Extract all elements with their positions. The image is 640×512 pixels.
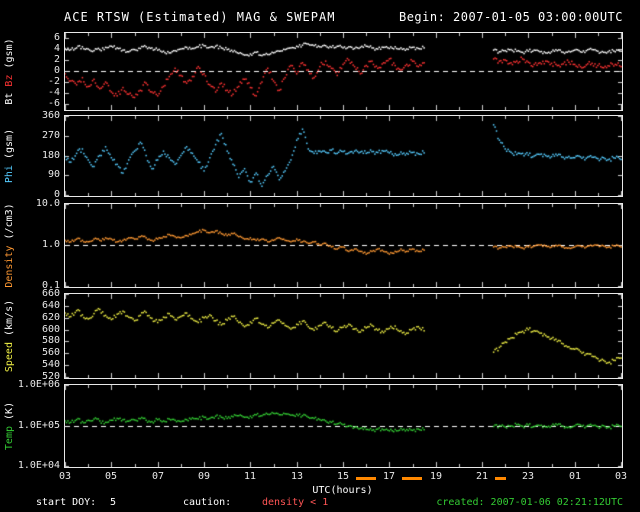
x-tick-label: 23 [515, 471, 541, 482]
y-axis-label-part: Speed [4, 342, 15, 373]
y-axis-label: Speed (km/s) [3, 293, 17, 379]
y-axis-label: Phi (gsm) [3, 115, 17, 197]
y-tick-label: 640 [41, 300, 60, 311]
caution-bar [487, 477, 507, 480]
panel-canvas-density [65, 204, 622, 287]
x-tick-label: 19 [423, 471, 449, 482]
x-tick-label: 01 [562, 471, 588, 482]
y-axis-label-part: (gsm) [4, 128, 15, 160]
y-axis-label-part: (gsm) [4, 38, 15, 69]
y-tick-label: 1.0 [41, 239, 60, 250]
panel-mag [64, 32, 623, 111]
y-tick-label: 1.0E+04 [17, 460, 60, 471]
x-tick-label: 05 [98, 471, 124, 482]
y-tick-label: -2 [47, 76, 60, 87]
y-tick-label: 90 [47, 169, 60, 180]
y-tick-label: 1.0E+06 [17, 379, 60, 390]
panel-canvas-mag [65, 33, 622, 110]
y-axis-label-part: Bt [4, 92, 15, 105]
y-tick-label: -4 [47, 87, 60, 98]
y-axis-label-text: Bt Bz (gsm) [3, 32, 16, 111]
x-tick-label: 03 [52, 471, 78, 482]
start-doy-label: start DOY: [36, 497, 97, 508]
y-axis-label-part: (km/s) [4, 299, 15, 336]
y-tick-label: 1.0E+05 [17, 420, 60, 431]
y-axis-label-part: Bz [4, 74, 15, 87]
y-axis-label-text: Phi (gsm) [3, 115, 16, 197]
x-tick-label: 09 [191, 471, 217, 482]
y-tick-label: 270 [41, 130, 60, 141]
y-tick-label: 2 [53, 54, 60, 65]
y-tick-label: 660 [41, 288, 60, 299]
y-axis-label-text: Density (/cm3) [3, 203, 16, 288]
y-axis-label-text: Temp (K) [3, 384, 16, 468]
created-timestamp: created: 2007-01-06 02:21:12UTC [436, 497, 623, 508]
y-axis-label: Density (/cm3) [3, 203, 17, 288]
y-tick-label: 620 [41, 312, 60, 323]
y-tick-label: 540 [41, 359, 60, 370]
x-tick-label: 13 [284, 471, 310, 482]
y-tick-label: 0 [53, 65, 60, 76]
y-tick-label: 0 [53, 189, 60, 200]
y-axis-label-part: (/cm3) [4, 203, 15, 240]
caution-value: density < 1 [262, 497, 329, 508]
y-tick-label: 180 [41, 150, 60, 161]
begin-timestamp: Begin: 2007-01-05 03:00:00UTC [398, 10, 623, 24]
panel-canvas-temp [65, 385, 622, 467]
panel-density [64, 203, 623, 288]
y-tick-label: 600 [41, 324, 60, 335]
y-axis-label-part: Density [4, 245, 15, 288]
panel-canvas-speed [65, 294, 622, 378]
y-tick-label: 0.1 [41, 280, 60, 291]
y-axis-label-part: Temp [4, 426, 15, 451]
y-tick-label: 560 [41, 347, 60, 358]
x-tick-label: 17 [376, 471, 402, 482]
panel-canvas-phi [65, 116, 622, 196]
x-tick-label: 21 [469, 471, 495, 482]
y-tick-label: 360 [41, 110, 60, 121]
y-axis-label: Temp (K) [3, 384, 17, 468]
start-doy-value: 5 [110, 497, 117, 508]
y-tick-label: 520 [41, 371, 60, 382]
x-tick-label: 15 [330, 471, 356, 482]
x-tick-label: 03 [608, 471, 634, 482]
y-tick-label: 4 [53, 43, 60, 54]
y-axis-label-part: (K) [4, 401, 15, 420]
x-tick-label: 11 [237, 471, 263, 482]
panel-phi [64, 115, 623, 197]
x-tick-label: 07 [145, 471, 171, 482]
y-tick-label: 10.0 [35, 198, 60, 209]
y-tick-label: -6 [47, 98, 60, 109]
plot-title: ACE RTSW (Estimated) MAG & SWEPAM [64, 10, 336, 24]
panel-speed [64, 293, 623, 379]
y-axis-label-text: Speed (km/s) [3, 293, 16, 379]
x-axis-title: UTC(hours) [312, 485, 373, 496]
panel-temp [64, 384, 623, 468]
y-tick-label: 580 [41, 335, 60, 346]
y-axis-label-part: Phi [4, 165, 15, 184]
y-axis-label: Bt Bz (gsm) [3, 32, 17, 111]
y-tick-label: 6 [53, 32, 60, 43]
caution-label: caution: [183, 497, 232, 508]
